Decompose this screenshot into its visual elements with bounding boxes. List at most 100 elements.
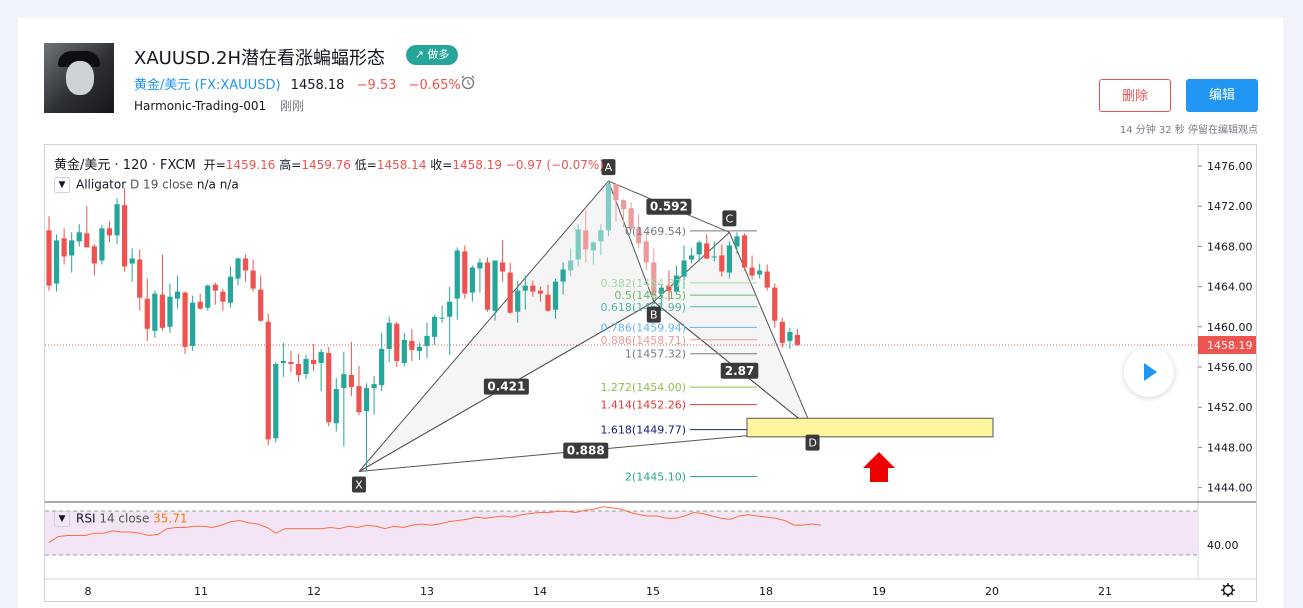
- open-key: 开=: [203, 158, 226, 172]
- fib-level-label: 0.5(1463.15): [614, 289, 686, 302]
- candle-body: [651, 262, 657, 296]
- pattern-point-label: B: [650, 309, 658, 322]
- play-icon: [1144, 363, 1157, 381]
- rsi-params: 14 close: [99, 511, 150, 526]
- gear-icon[interactable]: [1221, 583, 1235, 597]
- legend-exchange: FXCM: [160, 158, 196, 173]
- symbol-name-link[interactable]: 黄金/美元: [134, 78, 191, 93]
- candle-body: [129, 258, 135, 264]
- low-value: 1458.14: [376, 158, 427, 172]
- alarm-clock-icon[interactable]: [460, 74, 476, 90]
- symbol-row: 黄金/美元 (FX:XAUUSD) 1458.18 −9.53 −0.65%: [134, 74, 461, 93]
- candle-body: [235, 258, 241, 279]
- symbol-code-link[interactable]: (FX:XAUUSD): [194, 78, 281, 93]
- pattern-point-label: D: [808, 437, 816, 450]
- candle-body: [144, 298, 150, 329]
- candle-body: [447, 301, 453, 317]
- ratio-label: 0.592: [650, 200, 688, 214]
- rsi-line: [48, 506, 822, 543]
- candle-body: [379, 348, 385, 386]
- candle-body: [409, 340, 415, 350]
- candle-body: [764, 271, 770, 288]
- candle-body: [250, 270, 256, 289]
- alligator-params: D 19 close: [130, 177, 194, 192]
- author-avatar[interactable]: [44, 43, 114, 113]
- candle-body: [620, 200, 627, 210]
- candle-body: [696, 242, 702, 255]
- ratio-label: 2.87: [725, 364, 755, 378]
- candle-body: [197, 301, 203, 309]
- close-value: 1458.19: [452, 158, 502, 172]
- change-value: −0.97 (−0.07%): [505, 158, 604, 172]
- candle-body: [265, 321, 271, 440]
- fib-level-label: 0.786(1459.94): [600, 321, 686, 334]
- candle-body: [741, 235, 748, 268]
- candle-body: [636, 228, 642, 244]
- ratio-label-bg: [720, 362, 759, 379]
- rsi-value: 35.71: [153, 511, 188, 526]
- candle-body: [537, 290, 543, 294]
- candle-body: [643, 241, 649, 263]
- author-name[interactable]: Harmonic-Trading-001: [134, 99, 267, 113]
- candle-body: [711, 256, 717, 258]
- candle-body: [484, 262, 491, 310]
- candle-body: [167, 296, 173, 327]
- gear-tooth: [1230, 592, 1234, 596]
- candle-body: [515, 290, 521, 312]
- candle-body: [726, 245, 732, 273]
- play-button[interactable]: [1124, 347, 1174, 397]
- candle-body: [628, 208, 634, 229]
- candle-body: [242, 258, 249, 271]
- candle-body: [280, 360, 286, 363]
- candle-body: [371, 384, 377, 389]
- candle-body: [779, 321, 785, 343]
- candle-body: [114, 204, 120, 236]
- x-tick-label: 21: [1098, 585, 1112, 598]
- low-key: 低=: [354, 158, 377, 172]
- y-tick-label: 1444.00: [1207, 482, 1253, 495]
- chevron-down-icon[interactable]: ▼: [54, 177, 70, 193]
- candle-body: [91, 246, 97, 264]
- fib-level-label: 1(1457.32): [625, 348, 686, 361]
- candle-body: [522, 285, 528, 291]
- close-key: 收=: [430, 158, 453, 172]
- long-badge: ↗ 做多: [406, 45, 458, 65]
- candle-body: [227, 276, 234, 303]
- rsi-name: RSI: [76, 511, 96, 526]
- fib-extension-label: 1.272(1454.00): [600, 381, 686, 394]
- candle-body: [394, 323, 400, 361]
- pattern-point-label: A: [605, 161, 613, 174]
- candle-body: [772, 287, 778, 321]
- delete-button[interactable]: 删除: [1099, 79, 1171, 112]
- candle-body: [560, 269, 566, 282]
- candle-body: [613, 184, 619, 201]
- fib-level-label: 0(1469.54): [625, 225, 686, 238]
- high-value: 1459.76: [301, 158, 351, 172]
- fib-extension-label: 2(1445.10): [625, 471, 686, 484]
- candle-body: [704, 243, 710, 259]
- pattern-point-bg: [805, 434, 820, 451]
- candle-body: [386, 322, 392, 349]
- candle-body: [462, 251, 468, 294]
- candle-body: [681, 260, 687, 277]
- candle-body: [84, 233, 90, 248]
- y-tick-label: 1468.00: [1207, 240, 1253, 253]
- edit-button[interactable]: 编辑: [1186, 79, 1258, 112]
- pattern-point-bg: [646, 306, 661, 323]
- main-pane: 0(1469.54) 0.382(1464.37)0.5(1463.15)0.61…: [45, 159, 1198, 501]
- open-value: 1459.16: [225, 158, 276, 172]
- ratio-label-bg: [483, 378, 529, 395]
- legend-sep: ·: [114, 158, 123, 173]
- candle-body: [469, 267, 475, 293]
- alligator-name: Alligator: [76, 177, 127, 192]
- candle-body: [689, 255, 695, 260]
- target-zone-box: [746, 417, 994, 438]
- pattern-point-label: X: [355, 479, 363, 492]
- chevron-down-icon[interactable]: ▼: [54, 511, 70, 527]
- symbol-change: −9.53: [356, 78, 397, 93]
- gear-tooth: [1222, 584, 1226, 588]
- last-price-tag: 1458.19: [1207, 339, 1253, 352]
- candle-body: [356, 386, 362, 413]
- candle-body: [575, 229, 581, 260]
